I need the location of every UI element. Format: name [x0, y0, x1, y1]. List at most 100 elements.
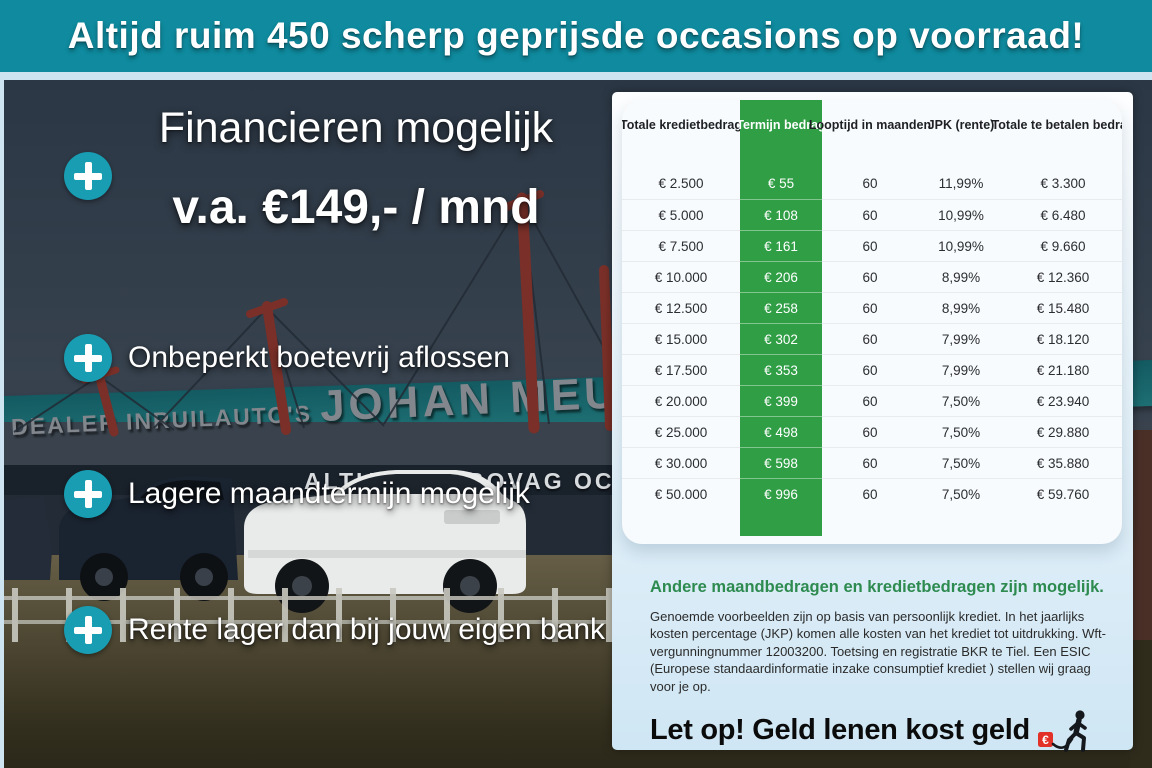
table-cell: 7,50%	[918, 416, 1004, 447]
table-cell: € 10.000	[622, 261, 740, 292]
table-cell: € 598	[740, 447, 822, 478]
table-cell: € 20.000	[622, 385, 740, 416]
table-cell: € 15.000	[622, 323, 740, 354]
table-cell: 8,99%	[918, 261, 1004, 292]
table-row: € 17.500 € 353 60 7,99% € 21.180	[622, 354, 1122, 385]
table-cell: 60	[822, 416, 918, 447]
plus-icon	[64, 470, 112, 518]
table-spacer-row	[622, 509, 1122, 536]
table-cell: 7,50%	[918, 447, 1004, 478]
table-spacer-cell	[822, 509, 918, 536]
table-cell: € 23.940	[1004, 385, 1122, 416]
table-cell: € 2.500	[658, 176, 704, 191]
table-cell: 60	[862, 176, 878, 191]
table-row: € 7.500 € 161 60 10,99% € 9.660	[622, 230, 1122, 261]
credit-warning-text: Let op! Geld lenen kost geld	[650, 713, 1030, 746]
finance-table-card: Totale kredietbedrag Termijn bedrag Loop…	[622, 100, 1122, 544]
table-cell: 7,99%	[918, 323, 1004, 354]
table-cell: 7,50%	[918, 385, 1004, 416]
table-row: € 50.000 € 996 60 7,50% € 59.760	[622, 478, 1122, 509]
usp-bullet: Rente lager dan bij jouw eigen bank	[64, 606, 605, 654]
banner-text: Altijd ruim 450 scherp geprijsde occasio…	[67, 15, 1085, 56]
table-row: € 25.000 € 498 60 7,50% € 29.880	[622, 416, 1122, 447]
table-cell: € 6.480	[1004, 199, 1122, 230]
usp-section: Financieren mogelijk v.a. €149,- / mnd O…	[0, 80, 612, 768]
usp-bullet: Lagere maandtermijn mogelijk	[64, 470, 530, 518]
disclaimer-body: Genoemde voorbeelden zijn op basis van p…	[650, 609, 1106, 694]
table-cell: € 18.120	[1004, 323, 1122, 354]
table-cell: € 15.480	[1004, 292, 1122, 323]
money-millstone-icon: €	[1037, 710, 1087, 752]
table-cell: € 258	[740, 292, 822, 323]
table-cell: € 9.660	[1004, 230, 1122, 261]
top-banner: Altijd ruim 450 scherp geprijsde occasio…	[0, 0, 1152, 72]
disclaimer-block: Andere maandbedragen en kredietbedragen …	[650, 578, 1112, 695]
table-cell: € 996	[740, 478, 822, 509]
table-row: € 15.000 € 302 60 7,99% € 18.120	[622, 323, 1122, 354]
table-cell: € 399	[740, 385, 822, 416]
table-cell: € 21.180	[1004, 354, 1122, 385]
table-spacer-cell	[622, 509, 740, 536]
table-cell: € 108	[740, 199, 822, 230]
table-cell: 60	[822, 354, 918, 385]
table-cell: 60	[822, 199, 918, 230]
table-cell: € 302	[740, 323, 822, 354]
plus-bar	[85, 480, 92, 508]
table-cell: 60	[822, 447, 918, 478]
table-row: € 10.000 € 206 60 8,99% € 12.360	[622, 261, 1122, 292]
table-cell: 60	[822, 478, 918, 509]
table-cell: 10,99%	[918, 199, 1004, 230]
table-cell: 60	[822, 261, 918, 292]
usp-headline-line2: v.a. €149,- / mnd	[172, 181, 540, 234]
table-spacer-cell	[918, 509, 1004, 536]
table-cell: € 25.000	[622, 416, 740, 447]
table-header-cell: Totale te betalen bedrag	[991, 118, 1122, 132]
table-cell: € 59.760	[1004, 478, 1122, 509]
table-header-cell: Totale kredietbedrag	[622, 118, 743, 132]
finance-panel: Totale kredietbedrag Termijn bedrag Loop…	[612, 92, 1133, 752]
table-cell: € 30.000	[622, 447, 740, 478]
table-row: € 5.000 € 108 60 10,99% € 6.480	[622, 199, 1122, 230]
table-spacer-cell	[1004, 509, 1122, 536]
table-cell: 60	[822, 323, 918, 354]
table-cell: € 206	[740, 261, 822, 292]
table-row: € 12.500 € 258 60 8,99% € 15.480	[622, 292, 1122, 323]
table-cell: € 353	[740, 354, 822, 385]
usp-bullet: Onbeperkt boetevrij aflossen	[64, 334, 510, 382]
table-cell: € 50.000	[622, 478, 740, 509]
plus-icon	[64, 606, 112, 654]
right-building-patch	[1130, 430, 1152, 645]
photo-scene	[4, 190, 1152, 768]
plus-bar	[85, 616, 92, 644]
table-cell: 60	[822, 385, 918, 416]
usp-bullet-label: Onbeperkt boetevrij aflossen	[128, 341, 510, 374]
table-row: € 20.000 € 399 60 7,50% € 23.940	[622, 385, 1122, 416]
table-cell: € 5.000	[622, 199, 740, 230]
table-cell: 7,50%	[918, 478, 1004, 509]
usp-bullet-label: Rente lager dan bij jouw eigen bank	[128, 613, 605, 646]
table-spacer-cell	[740, 509, 822, 536]
table-cell: 60	[822, 230, 918, 261]
credit-warning: Let op! Geld lenen kost geld €	[650, 708, 1112, 752]
table-cell: € 12.500	[622, 292, 740, 323]
table-cell: € 7.500	[622, 230, 740, 261]
table-cell: 8,99%	[918, 292, 1004, 323]
plus-bar	[85, 162, 92, 190]
svg-text:€: €	[1042, 733, 1049, 747]
plus-bar	[85, 344, 92, 372]
table-cell: 10,99%	[918, 230, 1004, 261]
table-cell: 60	[822, 292, 918, 323]
table-cell: € 55	[740, 168, 822, 199]
plus-icon	[64, 334, 112, 382]
usp-bullet-label: Lagere maandtermijn mogelijk	[128, 477, 530, 510]
usp-headline-line1: Financieren mogelijk	[158, 104, 554, 152]
banner-divider	[0, 72, 1152, 80]
disclaimer-highlight: Andere maandbedragen en kredietbedragen …	[650, 578, 1104, 596]
table-cell: € 35.880	[1004, 447, 1122, 478]
table-cell: 11,99%	[938, 176, 984, 191]
table-header-cell: Looptijd in maanden	[808, 118, 932, 132]
table-row: € 30.000 € 598 60 7,50% € 35.880	[622, 447, 1122, 478]
table-cell: € 12.360	[1004, 261, 1122, 292]
finance-table-body: € 2.500 € 55 60 11,99% € 3.300 € 5.000 € 108 60…	[622, 168, 1122, 509]
